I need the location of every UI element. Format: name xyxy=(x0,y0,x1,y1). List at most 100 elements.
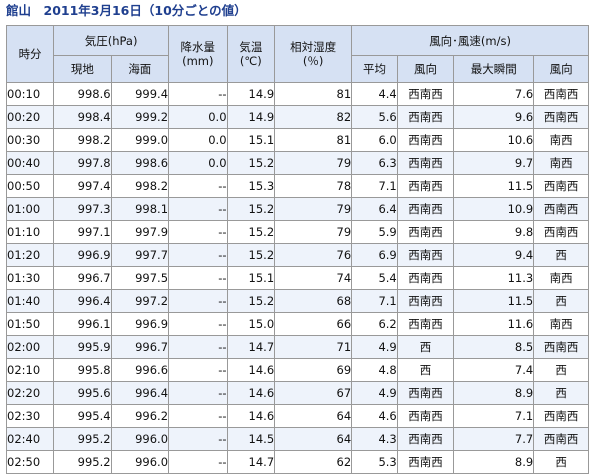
cell-wind-direction: 西南西 xyxy=(396,197,455,221)
cell-precipitation: -- xyxy=(168,358,228,382)
cell-pressure-sea: 999.2 xyxy=(110,105,170,129)
table-row: 01:10 997.1 997.9 -- 15.2 79 5.9 西南西 9.8 西南西 xyxy=(5,220,589,244)
cell-pressure-sea: 996.2 xyxy=(110,404,170,428)
cell-pressure-sea: 996.0 xyxy=(110,427,170,451)
cell-pressure-sea: 997.5 xyxy=(110,266,170,290)
cell-temperature: 15.1 xyxy=(226,128,276,152)
cell-max-gust: 8.5 xyxy=(453,335,535,359)
cell-time: 02:30 xyxy=(5,404,55,428)
cell-temperature: 15.3 xyxy=(226,174,276,198)
cell-pressure-station: 998.6 xyxy=(53,82,112,106)
observation-rows: 00:10 998.6 999.4 -- 14.9 81 4.4 西南西 7.6 西南西 00:20… xyxy=(5,82,589,474)
cell-humidity: 64 xyxy=(274,404,353,428)
cell-time: 02:20 xyxy=(5,381,55,405)
cell-humidity: 66 xyxy=(274,312,353,336)
cell-wind-direction: 西南西 xyxy=(396,151,455,175)
table-row: 00:20 998.4 999.2 0.0 14.9 82 5.6 西南西 9.6 西南西 xyxy=(5,105,589,129)
cell-pressure-sea: 996.0 xyxy=(110,450,170,474)
cell-gust-direction: 西南西 xyxy=(533,427,589,451)
cell-time: 01:40 xyxy=(5,289,55,313)
cell-pressure-sea: 996.9 xyxy=(110,312,170,336)
cell-pressure-station: 997.3 xyxy=(53,197,112,221)
cell-humidity: 62 xyxy=(274,450,353,474)
header-pressure-sea: 海面 xyxy=(110,55,170,83)
table-row: 00:50 997.4 998.2 -- 15.3 78 7.1 西南西 11.5 西南西 xyxy=(5,174,589,198)
table-row: 02:40 995.2 996.0 -- 14.5 64 4.3 西南西 7.7 西南西 xyxy=(5,427,589,451)
table-row: 02:50 995.2 996.0 -- 14.7 62 5.3 西南西 8.9 西 xyxy=(5,450,589,474)
cell-wind-direction: 西南西 xyxy=(396,381,455,405)
cell-time: 00:20 xyxy=(5,105,55,129)
cell-precipitation: -- xyxy=(168,220,228,244)
cell-humidity: 78 xyxy=(274,174,353,198)
cell-temperature: 14.6 xyxy=(226,381,276,405)
header-humidity-label: 相対湿度 xyxy=(290,40,337,54)
table-row: 01:30 996.7 997.5 -- 15.1 74 5.4 西南西 11.3 南西 xyxy=(5,266,589,290)
cell-wind-direction: 西南西 xyxy=(396,82,455,106)
table-row: 02:20 995.6 996.4 -- 14.6 67 4.9 西南西 8.9 西 xyxy=(5,381,589,405)
cell-time: 02:50 xyxy=(5,450,55,474)
cell-time: 02:40 xyxy=(5,427,55,451)
cell-wind-average: 5.3 xyxy=(351,450,398,474)
cell-humidity: 76 xyxy=(274,243,353,267)
cell-time: 00:10 xyxy=(5,82,55,106)
cell-temperature: 15.2 xyxy=(226,220,276,244)
cell-precipitation: 0.0 xyxy=(168,151,228,175)
cell-gust-direction: 西南西 xyxy=(533,335,589,359)
cell-temperature: 14.5 xyxy=(226,427,276,451)
table-row: 02:10 995.8 996.6 -- 14.6 69 4.8 西 7.4 西 xyxy=(5,358,589,382)
cell-time: 01:30 xyxy=(5,266,55,290)
cell-gust-direction: 西 xyxy=(533,381,589,405)
cell-humidity: 79 xyxy=(274,220,353,244)
table-row: 01:00 997.3 998.1 -- 15.2 79 6.4 西南西 10.9 西南西 xyxy=(5,197,589,221)
cell-time: 00:40 xyxy=(5,151,55,175)
cell-gust-direction: 西南西 xyxy=(533,404,589,428)
cell-humidity: 82 xyxy=(274,105,353,129)
cell-wind-average: 4.6 xyxy=(351,404,398,428)
page-title: 館山 2011年3月16日（10分ごとの値） xyxy=(6,3,247,18)
cell-max-gust: 9.8 xyxy=(453,220,535,244)
cell-max-gust: 7.6 xyxy=(453,82,535,106)
cell-max-gust: 7.4 xyxy=(453,358,535,382)
cell-wind-average: 7.1 xyxy=(351,174,398,198)
cell-wind-direction: 西 xyxy=(396,358,455,382)
cell-humidity: 71 xyxy=(274,335,353,359)
cell-precipitation: -- xyxy=(168,381,228,405)
cell-wind-direction: 西南西 xyxy=(396,220,455,244)
header-wind-direction: 風向 xyxy=(396,55,455,83)
cell-pressure-station: 996.1 xyxy=(53,312,112,336)
cell-pressure-station: 995.9 xyxy=(53,335,112,359)
cell-pressure-station: 995.4 xyxy=(53,404,112,428)
cell-wind-average: 6.9 xyxy=(351,243,398,267)
cell-max-gust: 9.7 xyxy=(453,151,535,175)
cell-gust-direction: 西南西 xyxy=(533,174,589,198)
cell-pressure-sea: 997.7 xyxy=(110,243,170,267)
cell-wind-direction: 西南西 xyxy=(396,450,455,474)
cell-temperature: 15.2 xyxy=(226,289,276,313)
cell-max-gust: 7.7 xyxy=(453,427,535,451)
cell-pressure-station: 996.4 xyxy=(53,289,112,313)
table-row: 00:40 997.8 998.6 0.0 15.2 79 6.3 西南西 9.7 南西 xyxy=(5,151,589,175)
cell-precipitation: -- xyxy=(168,450,228,474)
cell-max-gust: 8.9 xyxy=(453,381,535,405)
cell-temperature: 15.2 xyxy=(226,243,276,267)
cell-time: 01:10 xyxy=(5,220,55,244)
header-wind: 風向･風速(m/s) xyxy=(351,25,589,56)
table-row: 00:30 998.2 999.0 0.0 15.1 81 6.0 西南西 10.6 南西 xyxy=(5,128,589,152)
cell-wind-direction: 西 xyxy=(396,335,455,359)
cell-gust-direction: 西 xyxy=(533,450,589,474)
cell-wind-direction: 西南西 xyxy=(396,128,455,152)
cell-time: 01:20 xyxy=(5,243,55,267)
cell-max-gust: 11.3 xyxy=(453,266,535,290)
cell-precipitation: -- xyxy=(168,404,228,428)
cell-temperature: 14.7 xyxy=(226,450,276,474)
cell-time: 02:00 xyxy=(5,335,55,359)
header-precipitation-unit: (mm) xyxy=(182,54,214,68)
cell-wind-average: 7.1 xyxy=(351,289,398,313)
cell-max-gust: 9.6 xyxy=(453,105,535,129)
header-humidity-unit: (％) xyxy=(302,54,324,68)
cell-pressure-station: 995.2 xyxy=(53,427,112,451)
cell-pressure-sea: 998.2 xyxy=(110,174,170,198)
cell-wind-average: 4.9 xyxy=(351,335,398,359)
cell-pressure-station: 997.8 xyxy=(53,151,112,175)
cell-humidity: 67 xyxy=(274,381,353,405)
